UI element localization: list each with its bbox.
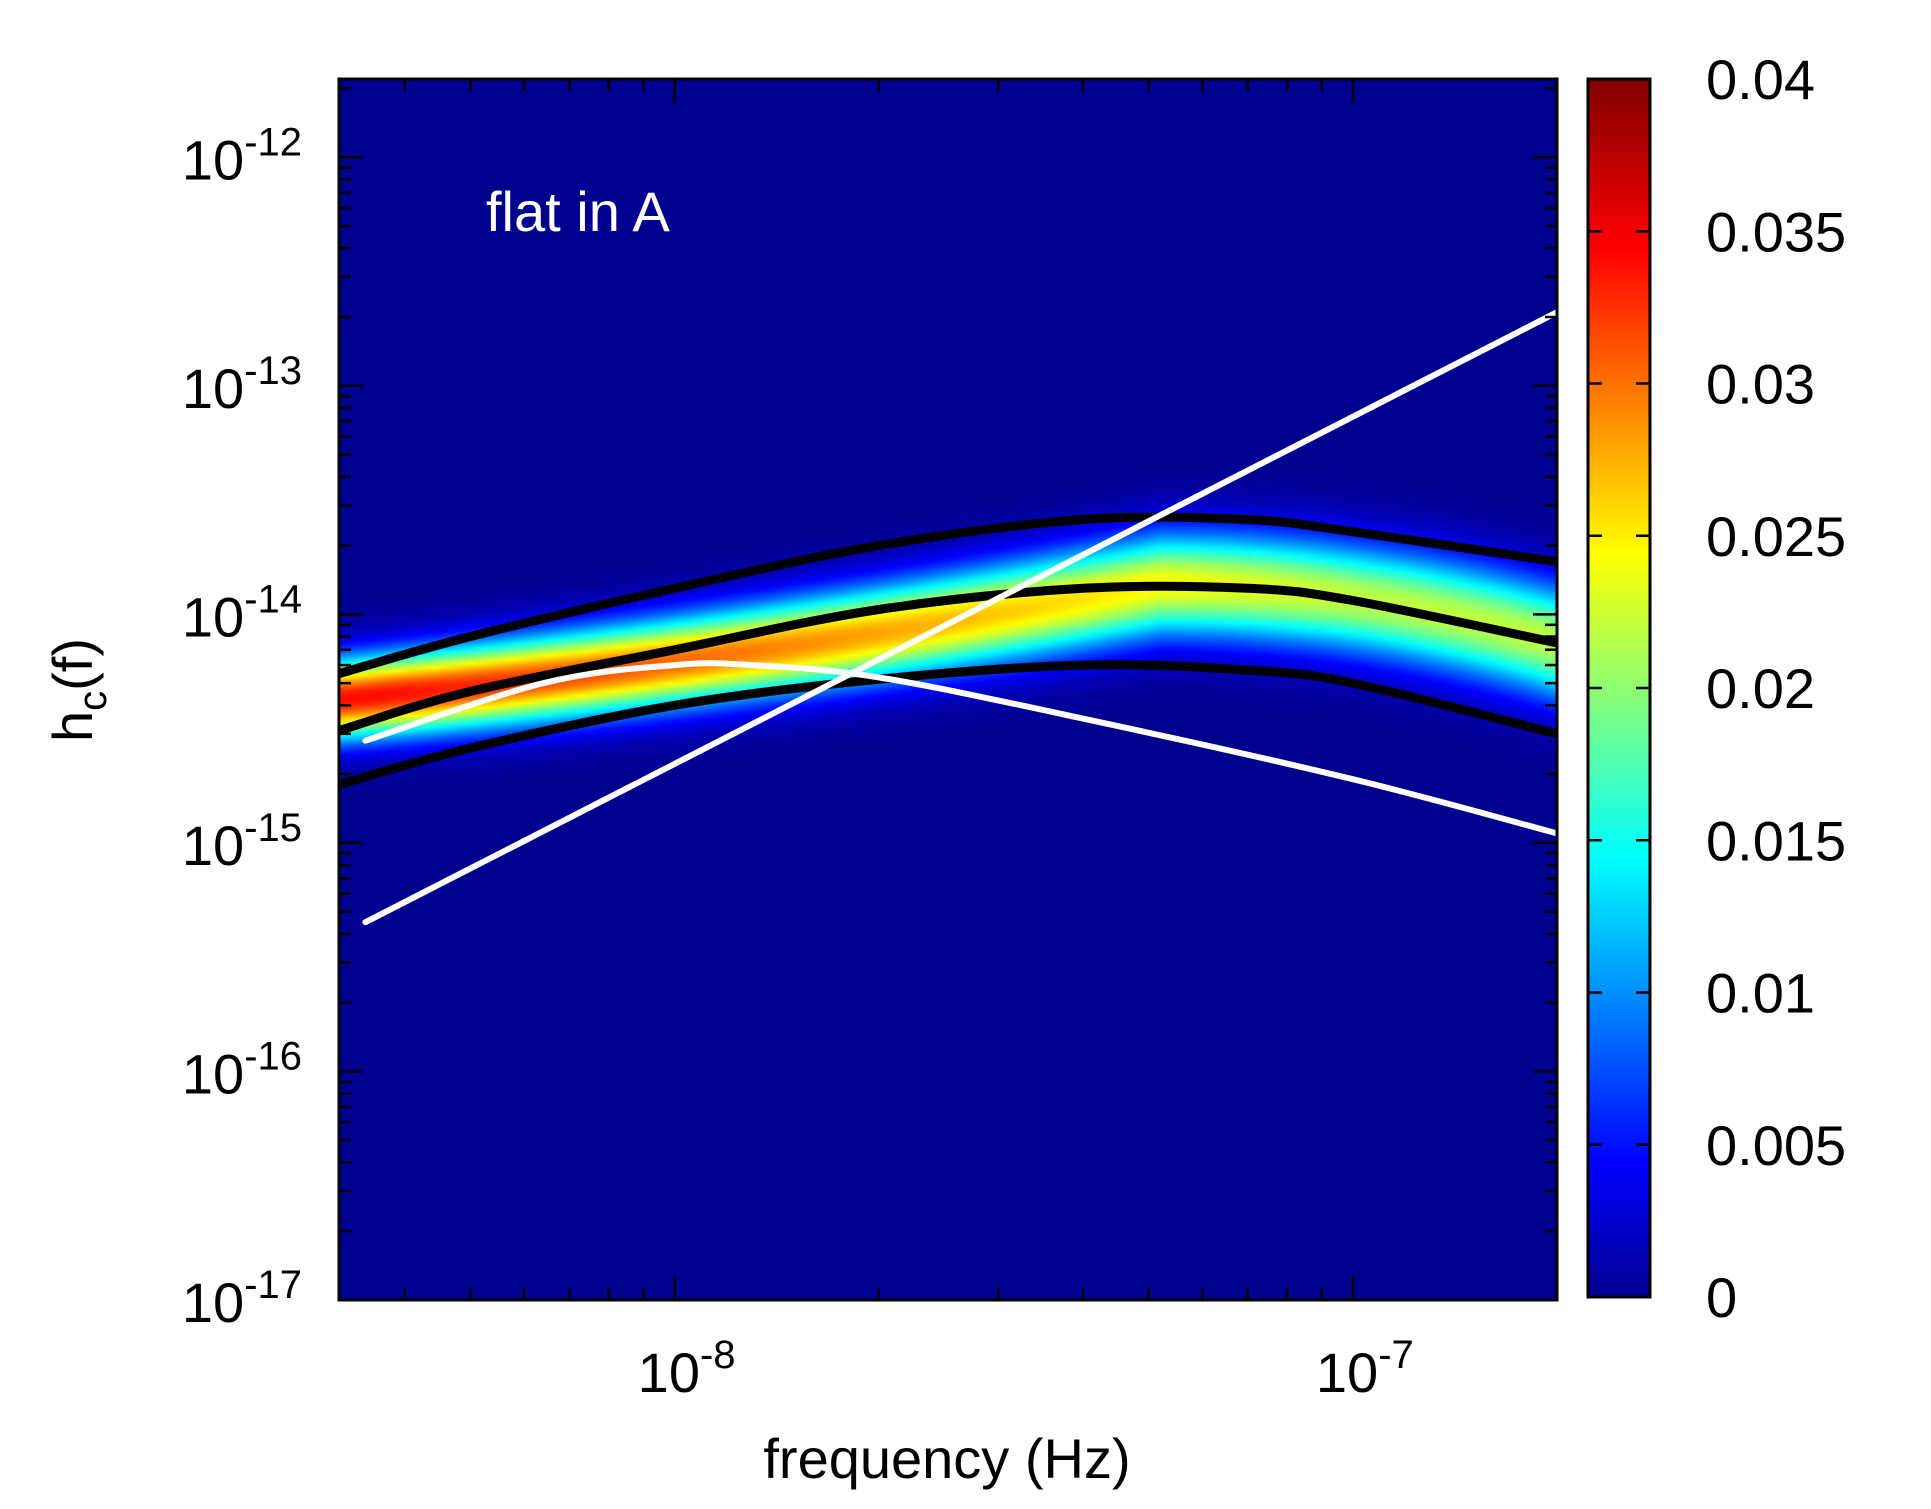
x-tick-label: 10-8 [638,1333,736,1404]
x-tick-label-base: 10 [1316,1341,1378,1404]
colorbar-tick-label: 0.01 [1706,962,1815,1025]
colorbar-tick-label: 0.005 [1706,1114,1846,1177]
x-tick-label-exp: -7 [1378,1333,1414,1377]
series-line-2 [339,581,1557,736]
colorbar-labels: 0 0.005 0.01 0.015 0.02 0.025 0.03 0.035 0.04 [1706,48,1846,1329]
series-line-3 [339,660,1557,790]
colorbar-tick-label: 0 [1706,1266,1737,1329]
y-tick-label: 10-15 [182,806,302,877]
colorbar-ticks [1588,77,1650,1299]
x-tick-label-exp: -8 [700,1333,736,1377]
colorbar-tick-label: 0.015 [1706,809,1846,872]
y-tick-label-exp: -16 [244,1034,302,1078]
y-tick-label-base: 10 [182,1271,244,1334]
y-tick-label-base: 10 [182,814,244,877]
y-tick-label-base: 10 [182,585,244,648]
colorbar-tick-label: 0.02 [1706,657,1815,720]
y-tick-label-base: 10 [182,128,244,191]
y-tick-label-exp: -12 [244,120,302,164]
y-axis-label-sub: c [71,691,115,711]
y-tick-label-exp: -17 [244,1263,302,1307]
colorbar-tick-label: 0.035 [1706,200,1846,263]
y-tick-label-exp: -15 [244,806,302,850]
x-tick-label-base: 10 [638,1341,700,1404]
y-axis-label: hc(f) [41,638,115,742]
colorbar-tick-label: 0.025 [1706,505,1846,568]
y-tick-label-base: 10 [182,357,244,420]
x-axis-label: frequency (Hz) [763,1427,1130,1490]
annotation-label: flat in A [486,180,670,243]
series-line-4 [362,660,1557,837]
y-tick-label-exp: -14 [244,577,302,621]
y-tick-label: 10-16 [182,1034,302,1105]
y-axis-label-main: h [41,711,104,742]
y-tick-label: 10-12 [182,120,302,191]
y-tick-label-base: 10 [182,1042,244,1105]
colorbar-tick-label: 0.03 [1706,353,1815,416]
series-lines [339,309,1557,926]
colorbar-tick-label: 0.04 [1706,48,1815,111]
y-tick-label: 10-17 [182,1263,302,1334]
y-tick-label: 10-14 [182,577,302,648]
y-axis-label-tail: (f) [41,638,104,691]
series-line-1 [339,512,1557,679]
x-tick-label: 10-7 [1316,1333,1414,1404]
y-tick-label: 10-13 [182,349,302,420]
axis-ticks [339,79,1559,1302]
x-tick-labels: 10-8 10-7 [638,1333,1414,1404]
series-line-5 [362,309,1557,926]
plot-frame [337,77,1559,1302]
y-tick-label-exp: -13 [244,349,302,393]
